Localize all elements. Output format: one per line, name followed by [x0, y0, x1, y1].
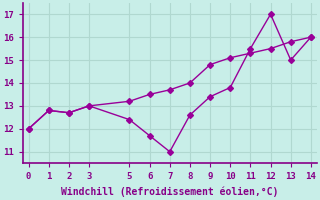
- X-axis label: Windchill (Refroidissement éolien,°C): Windchill (Refroidissement éolien,°C): [61, 187, 278, 197]
